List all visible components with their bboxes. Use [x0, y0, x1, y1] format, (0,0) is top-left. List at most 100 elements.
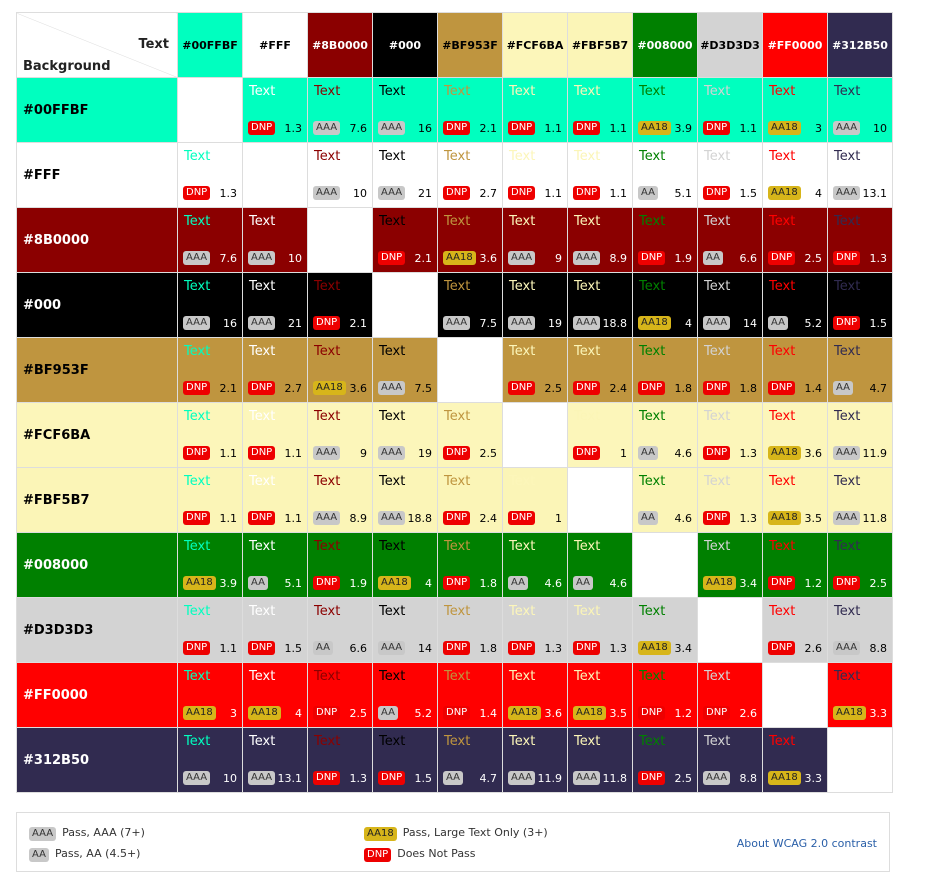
contrast-ratio: 1.3	[609, 642, 628, 655]
contrast-cell: Text AA18 3.5	[762, 467, 828, 533]
contrast-ratio: 3.6	[479, 252, 498, 265]
sample-text: Text	[509, 734, 536, 749]
contrast-ratio: 4	[295, 707, 302, 720]
rating-badge: DNP	[508, 641, 536, 655]
contrast-ratio: 1.1	[609, 122, 628, 135]
rating-badge: DNP	[703, 706, 731, 720]
rating-badge: DNP	[768, 641, 796, 655]
contrast-ratio: 10	[873, 122, 887, 135]
sample-text: Text	[574, 149, 601, 164]
row-header: #D3D3D3	[16, 597, 178, 663]
row-header: #008000	[16, 532, 178, 598]
contrast-cell: Text DNP 1	[567, 402, 633, 468]
contrast-ratio: 7.5	[414, 382, 433, 395]
rating-badge: AAA	[248, 251, 276, 265]
rating-badge: AA18	[638, 121, 671, 135]
contrast-cell: Text AA18 3.4	[697, 532, 763, 598]
sample-text: Text	[314, 149, 341, 164]
sample-text: Text	[379, 604, 406, 619]
contrast-cell: Text DNP 2.7	[242, 337, 308, 403]
contrast-cell: Text AA 4.6	[632, 402, 698, 468]
contrast-cell: Text AA18 4	[372, 532, 438, 598]
contrast-ratio: 4	[425, 577, 432, 590]
contrast-cell: Text AAA 16	[177, 272, 243, 338]
contrast-ratio: 5.1	[674, 187, 693, 200]
rating-badge: AAA	[248, 316, 276, 330]
rating-badge: DNP	[638, 381, 666, 395]
contrast-cell: Text DNP 1.9	[632, 207, 698, 273]
contrast-ratio: 3.6	[544, 707, 563, 720]
sample-text: Text	[184, 149, 211, 164]
contrast-cell: Text AA18 3	[762, 77, 828, 143]
sample-text: Text	[769, 734, 796, 749]
contrast-cell: Text AA 4.6	[567, 532, 633, 598]
contrast-cell: Text DNP 1.5	[827, 272, 893, 338]
contrast-cell: Text DNP 1.5	[372, 727, 438, 793]
rating-badge: AAA	[183, 316, 211, 330]
sample-text: Text	[769, 279, 796, 294]
sample-text: Text	[574, 84, 601, 99]
contrast-cell: Text AAA 14	[372, 597, 438, 663]
rating-badge: AA18	[573, 706, 606, 720]
rating-badge: DNP	[183, 186, 211, 200]
contrast-ratio: 10	[288, 252, 302, 265]
contrast-cell: Text DNP 2.5	[502, 337, 568, 403]
sample-text: Text	[314, 279, 341, 294]
sample-text: Text	[574, 604, 601, 619]
sample-text: Text	[444, 669, 471, 684]
rating-badge: DNP	[508, 511, 536, 525]
about-wcag-link[interactable]: About WCAG 2.0 contrast	[736, 837, 877, 850]
empty-cell	[307, 207, 373, 273]
rating-badge: AA	[443, 771, 463, 785]
contrast-ratio: 11.8	[862, 512, 888, 525]
contrast-cell: Text DNP 1.3	[242, 77, 308, 143]
rating-badge: AAA	[833, 641, 861, 655]
contrast-ratio: 1.1	[219, 642, 238, 655]
rating-badge: DNP	[573, 446, 601, 460]
rating-badge: AAA	[378, 121, 406, 135]
empty-cell	[242, 142, 308, 208]
rating-badge: AA18	[248, 706, 281, 720]
contrast-ratio: 13.1	[862, 187, 888, 200]
legend-label: Pass, Large Text Only (3+)	[402, 826, 548, 839]
rating-badge: AAA	[703, 316, 731, 330]
sample-text: Text	[314, 84, 341, 99]
sample-text: Text	[574, 214, 601, 229]
sample-text: Text	[314, 474, 341, 489]
sample-text: Text	[379, 474, 406, 489]
sample-text: Text	[639, 84, 666, 99]
contrast-ratio: 2.4	[479, 512, 498, 525]
rating-badge: DNP	[248, 511, 276, 525]
contrast-cell: Text DNP 2.1	[177, 337, 243, 403]
contrast-cell: Text AA18 4	[632, 272, 698, 338]
sample-text: Text	[379, 214, 406, 229]
rating-badge: AA	[638, 446, 658, 460]
contrast-cell: Text AAA 7.5	[372, 337, 438, 403]
sample-text: Text	[704, 84, 731, 99]
contrast-ratio: 18.8	[602, 317, 628, 330]
contrast-cell: Text AAA 10	[307, 142, 373, 208]
contrast-ratio: 4.6	[609, 577, 628, 590]
contrast-ratio: 3.3	[869, 707, 888, 720]
contrast-ratio: 2.1	[219, 382, 238, 395]
sample-text: Text	[704, 279, 731, 294]
sample-text: Text	[769, 474, 796, 489]
contrast-ratio: 2.1	[349, 317, 368, 330]
column-header: #D3D3D3	[697, 12, 763, 78]
row-header: #000	[16, 272, 178, 338]
contrast-ratio: 14	[743, 317, 757, 330]
contrast-cell: Text DNP 1.1	[177, 597, 243, 663]
contrast-ratio: 1.8	[479, 642, 498, 655]
contrast-cell: Text AAA 7.6	[307, 77, 373, 143]
sample-text: Text	[509, 84, 536, 99]
sample-text: Text	[834, 344, 861, 359]
contrast-ratio: 5.2	[414, 707, 433, 720]
rating-badge: DNP	[443, 641, 471, 655]
contrast-ratio: 21	[418, 187, 432, 200]
contrast-cell: Text AA 4.6	[632, 467, 698, 533]
contrast-ratio: 1.5	[284, 642, 303, 655]
sample-text: Text	[509, 604, 536, 619]
contrast-ratio: 2.7	[479, 187, 498, 200]
sample-text: Text	[509, 344, 536, 359]
rating-badge: DNP	[443, 706, 471, 720]
